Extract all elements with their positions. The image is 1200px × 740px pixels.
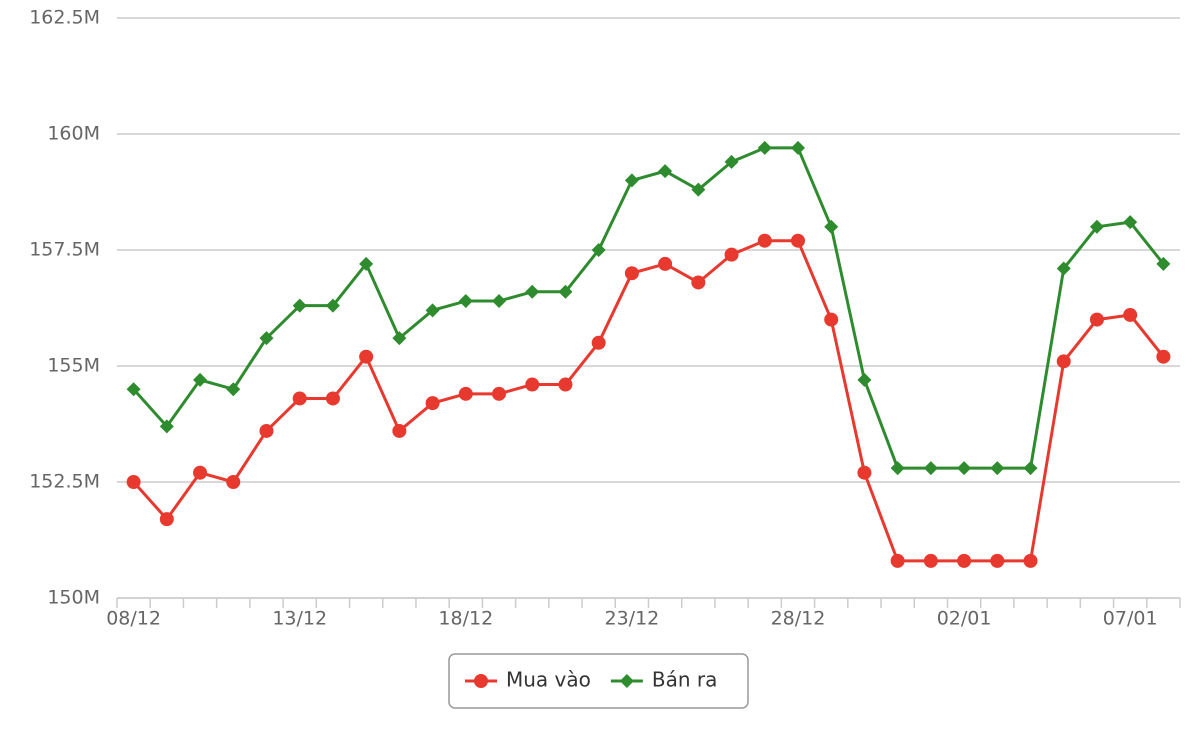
point: [591, 243, 606, 257]
point: [957, 461, 972, 476]
point: [193, 465, 208, 480]
x-tick-label: 07/01: [1103, 608, 1158, 630]
point: [724, 154, 739, 169]
point: [1056, 261, 1071, 276]
point: [990, 461, 1005, 476]
point: [890, 461, 905, 476]
x-tick-label: 28/12: [771, 608, 826, 630]
series-line: [132, 146, 1165, 470]
point: [292, 298, 307, 313]
point: [591, 335, 606, 350]
point: [890, 553, 905, 568]
point: [126, 382, 141, 397]
point: [159, 419, 174, 434]
point: [425, 396, 440, 411]
point: [824, 312, 839, 327]
point: [1156, 349, 1171, 364]
x-tick-label: 18/12: [438, 608, 493, 630]
point: [1123, 215, 1138, 230]
point: [1123, 307, 1138, 322]
point: [619, 674, 634, 688]
point: [558, 284, 573, 299]
point: [492, 294, 507, 309]
point: [691, 275, 706, 290]
point: [392, 423, 407, 438]
point: [159, 512, 174, 527]
point: [1089, 219, 1104, 234]
point: [624, 173, 639, 188]
y-tick-label: 155M: [47, 355, 100, 377]
point: [1089, 312, 1104, 327]
legend-label: Bán ra: [652, 668, 718, 692]
point: [425, 303, 440, 318]
y-tick-label: 152.5M: [29, 471, 100, 493]
point: [724, 247, 739, 262]
point: [325, 391, 340, 406]
point: [957, 553, 972, 568]
point: [624, 266, 639, 281]
point: [1023, 553, 1038, 568]
point: [790, 233, 805, 248]
point: [824, 219, 839, 234]
y-tick-label: 162.5M: [29, 7, 100, 29]
point: [226, 475, 241, 489]
point: [325, 298, 340, 313]
point: [658, 256, 673, 271]
point: [1023, 461, 1038, 476]
point: [757, 233, 772, 248]
point: [226, 382, 241, 397]
x-tick-label: 13/12: [272, 608, 327, 630]
point: [126, 475, 141, 489]
point: [259, 331, 274, 346]
point: [259, 423, 274, 438]
point: [458, 386, 473, 401]
point: [558, 377, 573, 392]
point: [525, 377, 540, 392]
point: [474, 674, 488, 688]
legend-label: Mua vào: [506, 668, 591, 692]
point: [458, 294, 473, 309]
point: [691, 182, 706, 197]
point: [292, 391, 307, 406]
point: [923, 461, 938, 476]
point: [1056, 354, 1071, 369]
legend-box: [448, 653, 749, 709]
point: [1156, 256, 1171, 271]
x-tick-label: 02/01: [937, 608, 992, 630]
point: [757, 140, 772, 155]
point: [658, 164, 673, 179]
point: [193, 372, 208, 387]
point: [359, 256, 374, 271]
point: [525, 284, 540, 299]
x-tick-label: 08/12: [106, 608, 161, 630]
point: [857, 465, 872, 480]
point: [923, 553, 938, 568]
y-tick-label: 150M: [47, 587, 100, 609]
point: [790, 140, 805, 155]
point: [392, 331, 407, 346]
x-tick-label: 23/12: [605, 608, 660, 630]
point: [492, 386, 507, 401]
point: [359, 349, 374, 364]
series-line: [132, 239, 1165, 563]
y-tick-label: 157.5M: [29, 239, 100, 261]
point: [990, 553, 1005, 568]
y-tick-label: 160M: [47, 123, 100, 145]
point: [857, 372, 872, 387]
